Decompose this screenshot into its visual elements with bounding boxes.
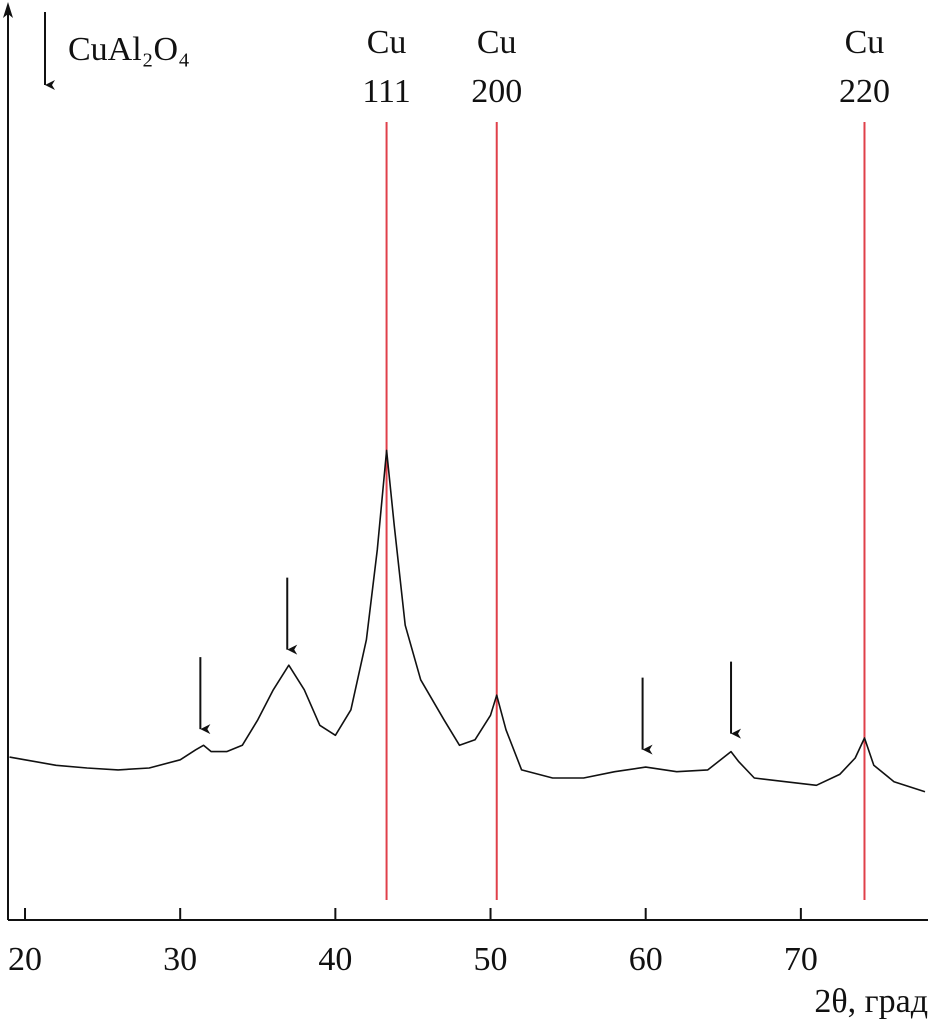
reflection-phase: Cu [845, 24, 885, 61]
reflection-hkl: 111 [362, 73, 410, 110]
reflection-phase: Cu [367, 24, 407, 61]
legend-label: CuAl₂O₄ [68, 31, 190, 68]
x-tick-label: 40 [318, 941, 352, 978]
x-tick-label: 20 [8, 941, 42, 978]
y-axis-arrow [3, 2, 13, 18]
x-tick-label: 50 [474, 941, 508, 978]
x-tick-label: 60 [629, 941, 663, 978]
reflection-phase: Cu [477, 24, 517, 61]
xrd-curve [9, 449, 926, 793]
x-tick-label: 70 [784, 941, 818, 978]
x-axis-label: 2θ, град [814, 983, 928, 1020]
x-tick-label: 30 [163, 941, 197, 978]
reflection-hkl: 200 [471, 73, 522, 110]
reflection-hkl: 220 [839, 73, 890, 110]
